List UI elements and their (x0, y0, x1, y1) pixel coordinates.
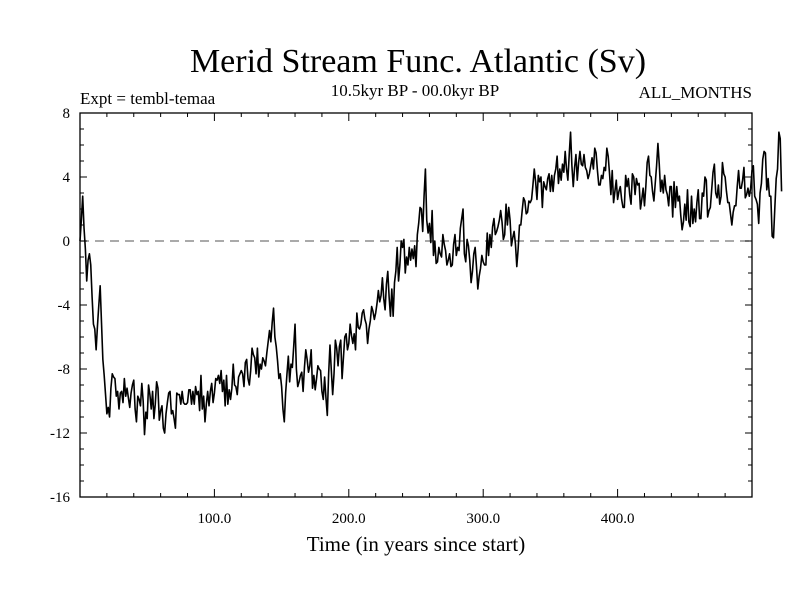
chart-title: Merid Stream Func. Atlantic (Sv) (190, 43, 646, 80)
months-label: ALL_MONTHS (639, 83, 752, 102)
y-tick-label-6: 8 (63, 106, 71, 122)
y-tick-label-3: -4 (58, 298, 71, 314)
y-tick-label-2: -8 (58, 362, 71, 378)
chart-subtitle: 10.5kyr BP - 00.0kyr BP (331, 81, 499, 100)
y-tick-label-1: -12 (50, 426, 70, 442)
series-line-0 (79, 131, 783, 436)
y-tick-label-0: -16 (50, 490, 70, 506)
x-tick-label-3: 400.0 (601, 511, 635, 527)
plot-area: -16 -12 -8 -4 0 4 8 100.0 200.0 300.0 400.0 (50, 106, 783, 527)
x-tick-label-1: 200.0 (332, 511, 366, 527)
experiment-label: Expt = tembl-temaa (80, 89, 216, 108)
x-tick-label-0: 100.0 (198, 511, 232, 527)
x-tick-label-2: 300.0 (466, 511, 500, 527)
y-tick-label-5: 4 (63, 170, 71, 186)
x-axis-label: Time (in years since start) (307, 532, 526, 556)
y-tick-label-4: 0 (63, 234, 71, 250)
